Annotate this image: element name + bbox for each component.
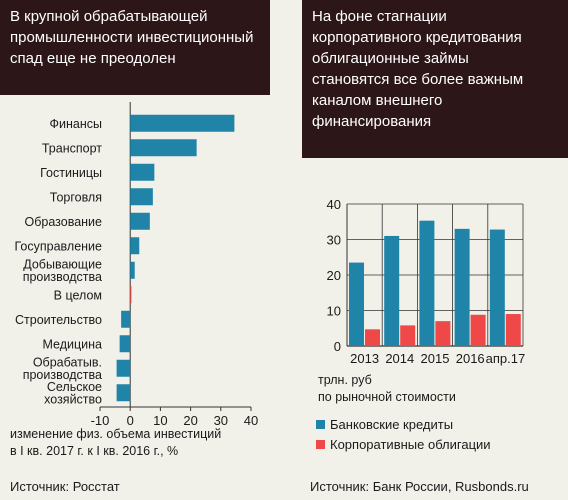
corporate-bond-bar (470, 314, 486, 346)
left-category-label: Финансы (50, 117, 102, 131)
right-title-line: На фоне стагнации (312, 8, 447, 25)
right-y-tick-label: 30 (327, 233, 341, 248)
unit-line: трлн. руб (318, 373, 372, 387)
corporate-bond-bar (505, 314, 521, 346)
legend-label-corp-bonds: Корпоративные облигации (330, 437, 491, 452)
right-source: Источник: Банк России, Rusbonds.ru (310, 479, 529, 494)
corporate-bond-bar (435, 321, 451, 346)
left-category-label: Образование (25, 215, 103, 229)
right-chart-title: На фоне стагнации корпоративного кредито… (302, 0, 568, 158)
right-x-tick-label: апр.17 (486, 351, 526, 366)
right-title-line: становятся все более важным (312, 71, 524, 88)
bank-credit-bar (454, 228, 470, 346)
left-x-tick-label: 10 (153, 413, 167, 428)
right-y-tick-label: 0 (334, 339, 341, 354)
left-bar (130, 163, 155, 181)
right-title-line: каналом внешнего (312, 92, 443, 109)
left-chart-title: В крупной обрабатывающей промышленности … (0, 0, 270, 95)
right-x-tick-label: 2013 (350, 351, 379, 366)
right-title-line: облигационные займы (312, 50, 469, 67)
left-bar (130, 139, 197, 157)
left-bar (116, 359, 131, 377)
left-bar (130, 114, 235, 132)
bank-credit-bar (349, 262, 364, 346)
left-bar (119, 335, 131, 353)
left-source: Источник: Росстат (10, 479, 120, 494)
left-category-label: Медицина (42, 337, 102, 351)
left-x-tick-label: 30 (214, 413, 228, 428)
left-category-label: Транспорт (42, 141, 102, 155)
xlabel-line: изменение физ. объема инвестиций (10, 427, 222, 441)
left-bar (130, 237, 140, 255)
left-category-label: Торговля (50, 190, 102, 204)
left-category-label: Обрабатыв. (33, 356, 102, 370)
left-bar (130, 286, 132, 304)
corporate-bond-bar (365, 329, 380, 346)
left-x-tick-label: 40 (244, 413, 258, 428)
bank-credit-bar (489, 229, 505, 346)
left-x-tick-label: -10 (91, 413, 110, 428)
left-category-label: Добывающие (23, 258, 102, 272)
corporate-bond-bar (400, 325, 416, 346)
left-category-label: Сельское (47, 380, 102, 394)
left-bar (121, 310, 131, 328)
legend-swatch-red (316, 440, 325, 449)
left-category-label: производства (23, 368, 102, 382)
right-y-tick-label: 40 (327, 197, 341, 212)
right-title-line: корпоративного кредитования (312, 29, 522, 46)
right-x-tick-label: 2016 (456, 351, 485, 366)
right-y-tick-label: 20 (327, 268, 341, 283)
left-title-line: спад еще не преодолен (10, 50, 176, 67)
left-x-tick-label: 20 (183, 413, 197, 428)
left-category-label: хозяйство (44, 393, 102, 407)
left-x-tick-label: 0 (127, 413, 134, 428)
right-unit-label: трлн. руб по рыночной стоимости (318, 372, 456, 406)
left-bar (116, 384, 131, 402)
left-category-label: производства (23, 270, 102, 284)
left-title-line: В крупной обрабатывающей (10, 8, 208, 25)
unit-line: по рыночной стоимости (318, 390, 456, 404)
left-category-label: Гостиницы (40, 166, 102, 180)
legend-label-bank-credits: Банковские кредиты (330, 417, 454, 432)
right-y-tick-label: 10 (327, 304, 341, 319)
right-x-tick-label: 2014 (385, 351, 414, 366)
right-x-tick-label: 2015 (421, 351, 450, 366)
bank-credit-bar (419, 220, 435, 346)
bank-credit-bar (384, 235, 400, 346)
left-category-label: Госуправление (15, 239, 103, 253)
left-bar (130, 188, 153, 206)
left-bar (130, 261, 135, 279)
left-category-label: В целом (54, 288, 102, 302)
left-title-line: промышленности инвестиционный (10, 29, 254, 46)
left-x-axis-label: изменение физ. объема инвестиций в I кв.… (10, 426, 221, 460)
legend-swatch-blue (316, 420, 325, 429)
left-bar (130, 212, 150, 230)
right-title-line: финансирования (312, 113, 432, 130)
xlabel-line: в I кв. 2017 г. к I кв. 2016 г., % (10, 444, 179, 458)
left-category-label: Строительство (15, 313, 102, 327)
